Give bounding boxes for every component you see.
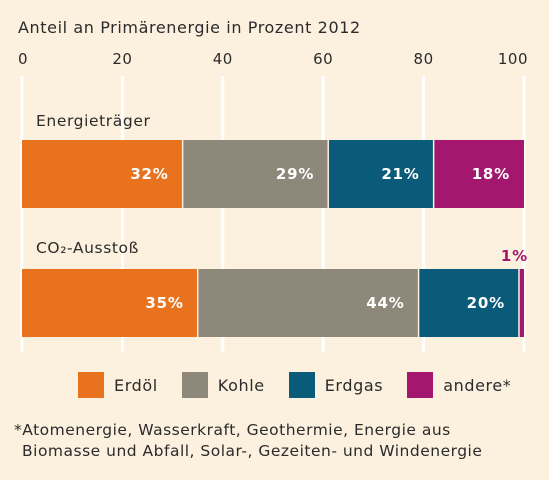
- legend-swatch-0: [78, 372, 104, 398]
- tick-label-100: 100: [498, 50, 528, 68]
- footnote: *Atomenergie, Wasserkraft, Geothermie, E…: [14, 420, 482, 462]
- bar-0-0-label: 32%: [130, 165, 168, 183]
- group-label-1: CO₂-Ausstoß: [36, 239, 139, 257]
- bar-1-0: [22, 269, 198, 337]
- bar-0-2-label: 21%: [381, 165, 419, 183]
- footnote-line-1: *Atomenergie, Wasserkraft, Geothermie, E…: [14, 421, 451, 439]
- chart-title: Anteil an Primärenergie in Prozent 2012: [18, 18, 361, 37]
- bar-1-3: [518, 269, 524, 337]
- legend-item-1: Kohle: [181, 372, 265, 398]
- tick-label-20: 20: [112, 50, 132, 68]
- bar-0-0: [22, 140, 183, 208]
- bars: 32% 29% 21% 18% 35% 44% 20% 1%: [22, 140, 528, 337]
- tick-label-0: 0: [18, 50, 28, 68]
- bar-0-2: [328, 140, 434, 208]
- legend-item-0: Erdöl: [78, 372, 158, 398]
- x-axis-ticks: 0 20 40 60 80 100: [18, 50, 528, 68]
- bar-1-2-label: 20%: [467, 294, 505, 312]
- bar-1-1: [197, 269, 419, 337]
- bar-1-1-label: 44%: [366, 294, 404, 312]
- legend-label-3: andere*: [443, 375, 512, 395]
- bar-1-3-label: 1%: [501, 247, 528, 265]
- legend-label-0: Erdöl: [114, 375, 158, 395]
- group-labels: Energieträger CO₂-Ausstoß: [36, 112, 150, 257]
- bar-0-3: [433, 140, 524, 208]
- tick-label-80: 80: [414, 50, 434, 68]
- tick-label-40: 40: [213, 50, 233, 68]
- legend-swatch-3: [407, 372, 434, 398]
- legend-item-3: andere*: [407, 372, 511, 398]
- bar-0-1-label: 29%: [276, 165, 314, 183]
- group-label-0: Energieträger: [36, 112, 150, 130]
- legend-swatch-2: [288, 372, 315, 398]
- footnote-line-2: Biomasse und Abfall, Solar-, Gezeiten- u…: [22, 442, 483, 460]
- bar-1-0-label: 35%: [145, 294, 183, 312]
- tick-label-60: 60: [313, 50, 333, 68]
- legend-label-2: Erdgas: [324, 375, 384, 395]
- legend-swatch-1: [181, 372, 208, 398]
- legend-item-2: Erdgas: [288, 372, 384, 398]
- legend: Erdöl Kohle Erdgas andere*: [78, 372, 535, 398]
- bar-0-1: [182, 140, 329, 208]
- legend-label-1: Kohle: [217, 375, 265, 395]
- stacked-bar-chart: 0 20 40 60 80 100 Energieträger CO₂-Ausstoß 32…: [18, 50, 528, 352]
- bar-0-3-label: 18%: [472, 165, 510, 183]
- bar-1-2: [418, 269, 519, 337]
